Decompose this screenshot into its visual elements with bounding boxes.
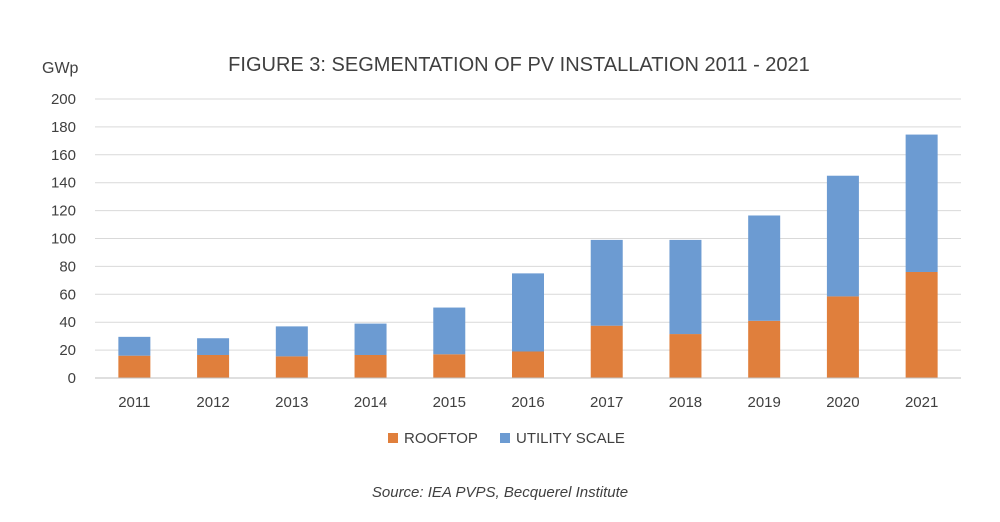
bar-utility-scale [669,239,702,335]
gridlines [95,98,961,351]
y-tick-label: 120 [51,203,76,220]
x-axis-ticks: 2011 2012 2013 2014 2015 2016 2017 2018 2019 2020… [118,394,938,411]
x-tick-label: 2011 [118,394,150,411]
bar-utility-scale [590,239,623,326]
y-tick-label: 160 [51,147,76,164]
y-tick-label: 20 [59,342,76,359]
bar-utility-scale [826,175,859,297]
legend-swatch-utility-scale [500,433,510,443]
x-tick-label: 2019 [747,394,780,411]
x-tick-label: 2017 [590,394,623,411]
chart-title: FIGURE 3: SEGMENTATION OF PV INSTALLATIO… [228,54,810,76]
bar-utility-scale [748,215,781,321]
y-axis-ticks: 0 20 40 60 80 100 120 140 160 180 200 [51,91,76,387]
bar-utility-scale [354,323,387,355]
y-tick-label: 0 [68,370,76,387]
y-tick-label: 140 [51,175,76,192]
x-tick-label: 2014 [354,394,387,411]
bar-rooftop [275,356,308,378]
legend-label-utility-scale: UTILITY SCALE [516,430,625,447]
legend-label-rooftop: ROOFTOP [404,430,478,447]
bar-utility-scale [905,134,938,272]
bar-rooftop [905,271,938,378]
x-tick-label: 2020 [826,394,859,411]
legend-swatch-rooftop [388,433,398,443]
y-tick-label: 60 [59,286,76,303]
legend: ROOFTOP UTILITY SCALE [388,430,625,447]
x-tick-label: 2018 [669,394,702,411]
source-note: Source: IEA PVPS, Becquerel Institute [372,484,628,501]
bar-utility-scale [275,326,308,357]
bar-rooftop [748,320,781,378]
bar-rooftop [118,355,151,378]
x-tick-label: 2012 [196,394,229,411]
x-tick-label: 2013 [275,394,308,411]
bar-rooftop [197,354,230,378]
bar-utility-scale [197,338,230,355]
y-tick-label: 80 [59,258,76,275]
x-tick-label: 2016 [511,394,544,411]
x-tick-label: 2021 [905,394,938,411]
y-tick-label: 200 [51,91,76,108]
bar-rooftop [354,354,387,378]
bar-rooftop [433,354,466,378]
bar-rooftop [669,334,702,378]
bar-rooftop [512,351,544,378]
x-tick-label: 2015 [433,394,466,411]
bar-utility-scale [118,336,151,356]
y-axis-label: GWp [42,60,79,77]
bar-rooftop [826,296,859,378]
bar-utility-scale [512,273,544,352]
y-tick-label: 180 [51,119,76,136]
y-tick-label: 100 [51,231,76,248]
bar-utility-scale [433,307,466,355]
y-tick-label: 40 [59,314,76,331]
bar-rooftop [590,325,623,378]
bars [118,134,938,378]
